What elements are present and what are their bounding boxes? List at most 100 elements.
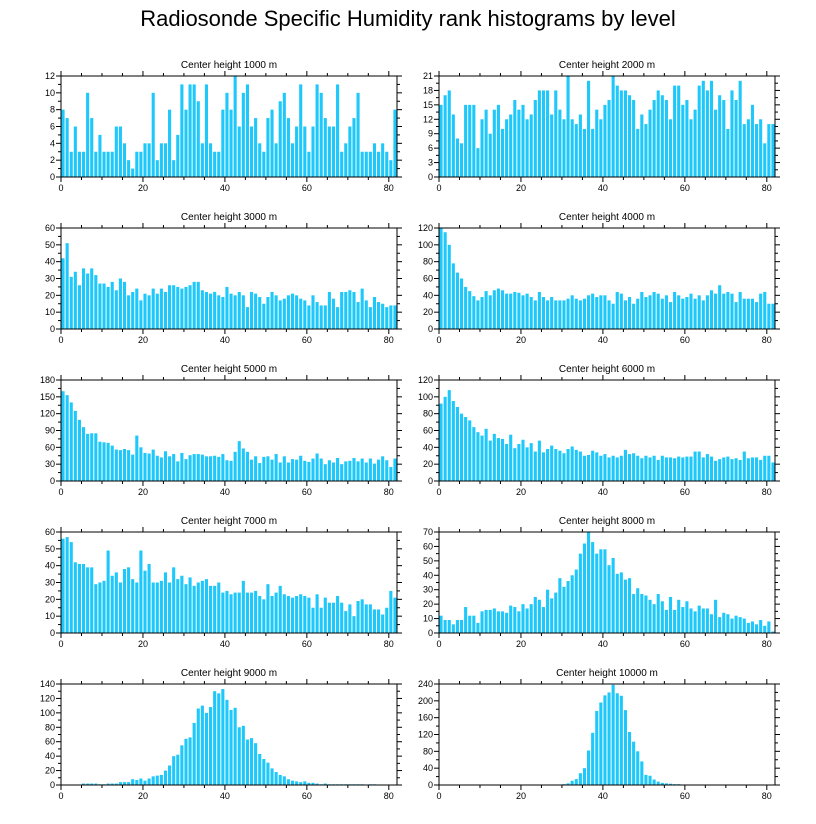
histogram-bar xyxy=(352,118,356,177)
histogram-bar xyxy=(282,298,286,329)
histogram-bar xyxy=(249,592,254,633)
histogram-bar xyxy=(746,622,750,633)
histogram-bar xyxy=(685,456,689,481)
histogram-bar xyxy=(443,620,447,633)
histogram-bar xyxy=(541,452,546,481)
histogram-bar xyxy=(660,298,664,329)
histogram-bar xyxy=(163,770,168,785)
histogram-bar xyxy=(591,732,595,785)
histogram-panel: Center height 9000 m 0 20 40 60 80 0 20 40 60 80 10… xyxy=(40,668,402,801)
histogram-bar xyxy=(627,297,632,329)
histogram-bar xyxy=(644,455,648,481)
histogram-bar xyxy=(163,451,168,481)
histogram-bar xyxy=(364,462,368,481)
histogram-bar xyxy=(389,590,393,633)
histogram-bar xyxy=(295,459,299,481)
histogram-bar xyxy=(94,275,98,329)
histogram-bar xyxy=(77,419,81,481)
histogram-bar xyxy=(176,461,180,481)
histogram-bar xyxy=(159,580,163,633)
histogram-bar xyxy=(393,458,397,481)
histogram-bar xyxy=(200,580,204,633)
histogram-bar xyxy=(86,567,90,633)
histogram-bar xyxy=(81,427,86,481)
histogram-bar xyxy=(106,442,110,481)
histogram-panel: Center height 2000 m 0 20 40 60 80 0 3 6 9 12 15 18 2… xyxy=(423,60,780,193)
histogram-bar xyxy=(233,592,237,633)
histogram-bar xyxy=(660,95,664,177)
histogram-bar xyxy=(570,575,574,633)
y-tick-label: 20 xyxy=(45,290,55,300)
histogram-bar xyxy=(290,780,295,785)
histogram-bar xyxy=(360,288,364,329)
y-tick-label: 0 xyxy=(428,172,433,182)
histogram-bar xyxy=(644,124,648,177)
histogram-bar xyxy=(131,779,135,785)
histogram-bar xyxy=(701,300,705,329)
histogram-bar xyxy=(200,454,204,481)
x-tick-label: 40 xyxy=(598,335,608,345)
histogram-bar xyxy=(476,148,480,177)
x-tick-label: 40 xyxy=(598,791,608,801)
histogram-bar xyxy=(464,607,468,633)
y-tick-label: 60 xyxy=(45,737,55,747)
histogram-bar xyxy=(668,596,673,633)
y-tick-label: 80 xyxy=(423,257,433,267)
histogram-bar xyxy=(77,285,81,329)
histogram-bar xyxy=(640,594,644,633)
histogram-bar xyxy=(701,457,705,481)
histogram-bar xyxy=(184,109,188,177)
x-tick-label: 40 xyxy=(220,487,230,497)
histogram-bar xyxy=(295,295,299,329)
histogram-bar xyxy=(738,617,742,633)
histogram-bar xyxy=(135,779,139,785)
histogram-bar xyxy=(525,447,529,481)
x-tick-label: 60 xyxy=(680,335,690,345)
histogram-bar xyxy=(266,118,270,177)
histogram-bar xyxy=(299,84,303,177)
panel-title: Center height 10000 m xyxy=(556,668,658,679)
histogram-bar xyxy=(517,109,521,177)
histogram-bar xyxy=(213,585,217,633)
histogram-bar xyxy=(582,543,587,633)
histogram-bar xyxy=(168,582,172,633)
histogram-bar xyxy=(69,276,73,329)
y-tick-label: 50 xyxy=(45,544,55,554)
histogram-bar xyxy=(168,109,172,177)
histogram-bar xyxy=(591,128,595,177)
histogram-bar xyxy=(135,435,139,481)
histogram-bar xyxy=(348,460,352,481)
histogram-bar xyxy=(393,109,397,177)
histogram-bar xyxy=(550,445,554,481)
histogram-bar xyxy=(139,300,143,329)
histogram-bar xyxy=(623,300,627,329)
histogram-bar xyxy=(447,244,451,329)
x-tick-label: 20 xyxy=(138,183,148,193)
histogram-bar xyxy=(237,727,241,785)
y-tick-label: 70 xyxy=(423,527,433,537)
histogram-bar xyxy=(143,293,147,329)
histogram-bar xyxy=(595,710,599,785)
histogram-bar xyxy=(331,126,336,177)
histogram-bar xyxy=(262,151,266,177)
y-tick-label: 6 xyxy=(428,143,433,153)
histogram-bar xyxy=(689,119,693,177)
histogram-bar xyxy=(262,599,266,633)
x-tick-label: 40 xyxy=(220,791,230,801)
x-tick-label: 20 xyxy=(516,487,526,497)
histogram-panel: Center height 6000 m 0 20 40 60 80 0 20 40 60 80 10… xyxy=(418,364,780,497)
histogram-bar xyxy=(468,104,472,177)
y-tick-label: 60 xyxy=(45,442,55,452)
histogram-bar xyxy=(632,741,636,785)
y-tick-label: 10 xyxy=(423,614,433,624)
y-tick-label: 120 xyxy=(418,223,433,233)
y-tick-label: 20 xyxy=(423,307,433,317)
histogram-bar xyxy=(311,782,315,785)
histogram-bar xyxy=(689,456,693,481)
histogram-bar xyxy=(217,456,221,481)
histogram-bar xyxy=(278,585,282,633)
histogram-bar xyxy=(86,92,90,177)
histogram-bar xyxy=(254,456,258,481)
histogram-bar xyxy=(245,592,249,633)
histogram-bar xyxy=(303,300,307,329)
